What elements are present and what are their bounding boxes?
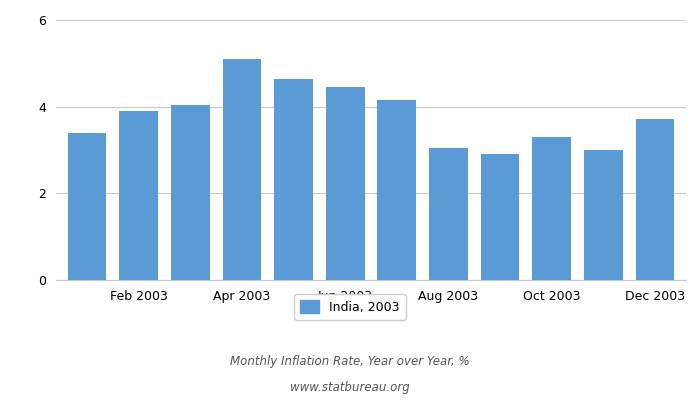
Legend: India, 2003: India, 2003	[294, 294, 406, 320]
Bar	[429, 148, 468, 280]
Bar	[636, 119, 674, 280]
Bar	[274, 78, 313, 280]
Bar	[377, 100, 416, 280]
Text: Monthly Inflation Rate, Year over Year, %: Monthly Inflation Rate, Year over Year, …	[230, 356, 470, 368]
Bar	[171, 104, 209, 280]
Bar	[223, 59, 261, 280]
Bar	[481, 154, 519, 280]
Bar	[533, 137, 571, 280]
Bar	[119, 111, 158, 280]
Text: www.statbureau.org: www.statbureau.org	[290, 382, 410, 394]
Bar	[326, 87, 365, 280]
Bar	[584, 150, 623, 280]
Bar	[68, 133, 106, 280]
